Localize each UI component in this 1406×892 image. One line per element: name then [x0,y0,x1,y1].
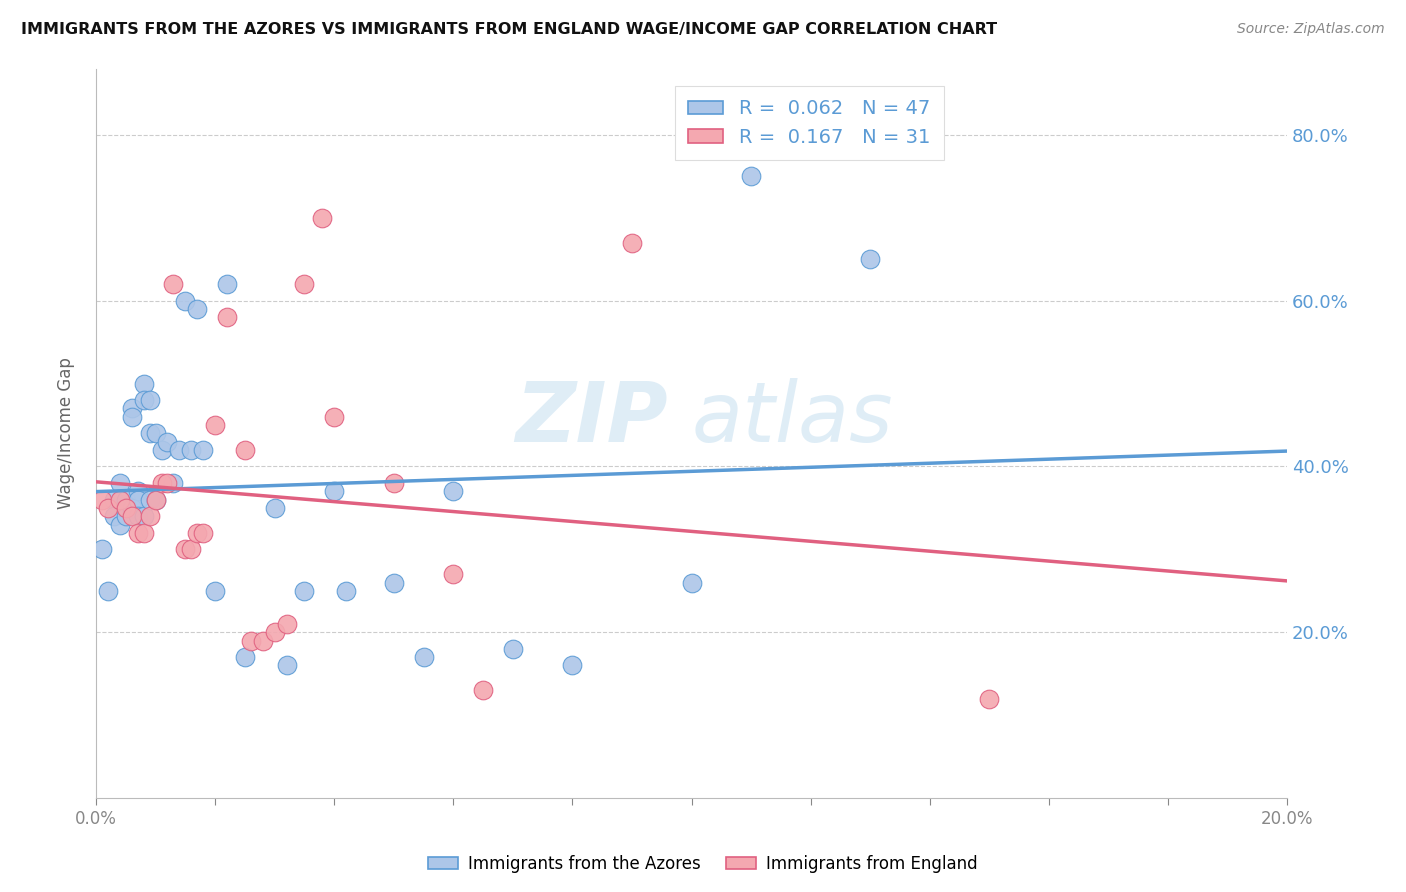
Legend: Immigrants from the Azores, Immigrants from England: Immigrants from the Azores, Immigrants f… [422,848,984,880]
Point [114,509,136,524]
Point [162,277,184,291]
Point [193,442,215,457]
Point [145,492,167,507]
Point [138,509,160,524]
Point [174,293,197,308]
Point [97,500,120,515]
Point [108,517,131,532]
Point [162,476,184,491]
Point [215,310,238,325]
Point [121,401,143,416]
Point [127,525,149,540]
Point [323,484,346,499]
Point [263,500,285,515]
Point [180,442,202,457]
Point [150,476,173,491]
Point [740,169,762,184]
Point [472,683,495,698]
Point [186,525,208,540]
Point [382,575,405,590]
Point [127,509,149,524]
Point [150,442,173,457]
Legend: R =  0.062   N = 47, R =  0.167   N = 31: R = 0.062 N = 47, R = 0.167 N = 31 [675,86,943,161]
Point [239,633,262,648]
Text: atlas: atlas [692,378,893,459]
Point [127,492,149,507]
Point [561,658,583,673]
Point [127,484,149,499]
Point [145,426,167,441]
Point [323,409,346,424]
Y-axis label: Wage/Income Gap: Wage/Income Gap [58,358,75,509]
Text: Source: ZipAtlas.com: Source: ZipAtlas.com [1237,22,1385,37]
Point [138,426,160,441]
Point [138,492,160,507]
Point [121,509,143,524]
Point [91,542,114,557]
Point [412,650,434,665]
Point [132,525,155,540]
Point [103,509,125,524]
Point [294,277,316,291]
Point [180,542,202,557]
Point [441,484,464,499]
Point [276,617,298,632]
Point [233,650,256,665]
Point [145,492,167,507]
Point [502,641,524,656]
Point [186,301,208,316]
Point [382,476,405,491]
Point [681,575,703,590]
Point [132,509,155,524]
Point [114,492,136,507]
Point [103,492,125,507]
Point [294,583,316,598]
Point [441,567,464,582]
Point [114,500,136,515]
Point [121,409,143,424]
Point [121,500,143,515]
Point [979,691,1001,706]
Point [204,417,226,432]
Point [91,492,114,507]
Point [169,442,191,457]
Point [859,252,882,267]
Point [215,277,238,291]
Point [252,633,274,648]
Point [311,211,333,225]
Point [132,393,155,408]
Point [174,542,197,557]
Point [620,235,643,250]
Point [263,625,285,640]
Point [204,583,226,598]
Text: IMMIGRANTS FROM THE AZORES VS IMMIGRANTS FROM ENGLAND WAGE/INCOME GAP CORRELATIO: IMMIGRANTS FROM THE AZORES VS IMMIGRANTS… [21,22,997,37]
Point [138,393,160,408]
Point [276,658,298,673]
Point [335,583,357,598]
Point [156,434,179,449]
Point [114,500,136,515]
Point [193,525,215,540]
Point [97,583,120,598]
Point [132,376,155,391]
Point [108,492,131,507]
Point [233,442,256,457]
Point [156,476,179,491]
Point [108,476,131,491]
Text: ZIP: ZIP [515,378,668,459]
